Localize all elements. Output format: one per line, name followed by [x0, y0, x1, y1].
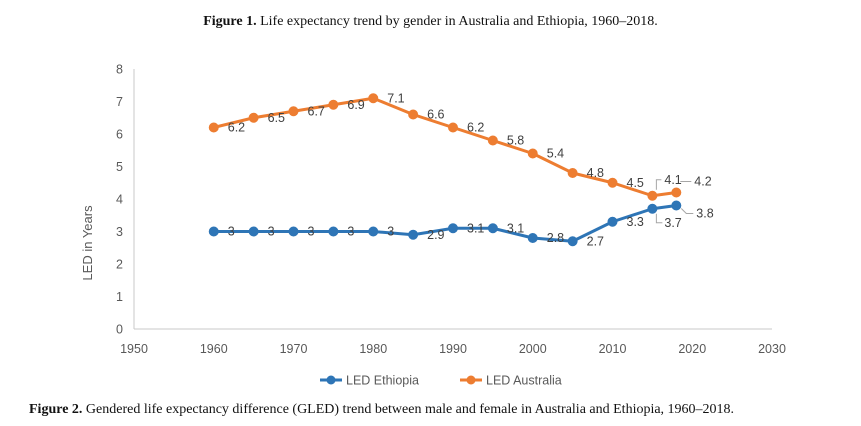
data-label: 6.9: [347, 98, 364, 112]
data-label: 6.5: [268, 111, 285, 125]
data-label: 7.1: [387, 91, 404, 105]
data-label: 4.1: [664, 173, 681, 187]
figure2-text: Gendered life expectancy difference (GLE…: [85, 402, 735, 417]
data-point-marker: [671, 187, 682, 198]
x-tick-label: 1990: [439, 342, 467, 356]
x-tick-label: 1980: [359, 342, 387, 356]
y-tick-label: 6: [116, 128, 123, 142]
data-label: 2.8: [547, 231, 564, 245]
figure1-text: Life expectancy trend by gender in Austr…: [260, 14, 658, 29]
data-point-marker: [607, 216, 618, 227]
x-tick-label: 2000: [519, 342, 547, 356]
data-label: 3: [347, 225, 354, 239]
data-label: 3.8: [696, 207, 713, 221]
y-tick-label: 2: [116, 258, 123, 272]
data-point-marker: [487, 223, 498, 234]
y-tick-label: 3: [116, 225, 123, 239]
data-label: 3.1: [467, 221, 484, 235]
data-label: 5.4: [547, 147, 564, 161]
data-label: 3: [228, 225, 235, 239]
data-point-marker: [607, 177, 618, 188]
data-label: 3: [308, 225, 315, 239]
data-point-marker: [288, 226, 299, 237]
data-point-marker: [248, 112, 259, 123]
y-tick-label: 8: [116, 63, 123, 77]
series-line: [212, 204, 678, 243]
y-axis-title: LED in Years: [80, 205, 95, 281]
data-label: 4.8: [587, 166, 604, 180]
series-1: 6.2 6.5 6.7 6.9 7.1 6.6 6.2 5.8 5.4 4.8 4.5 4.1 4.2: [208, 91, 712, 201]
data-point-marker: [368, 93, 379, 104]
figure1-caption: Figure 1. Life expectancy trend by gende…: [0, 14, 861, 30]
legend-label: LED Australia: [486, 374, 562, 388]
y-tick-label: 7: [116, 95, 123, 109]
data-point-marker: [647, 203, 658, 214]
y-tick-label: 1: [116, 290, 123, 304]
data-point-marker: [647, 190, 658, 201]
data-point-marker: [368, 226, 379, 237]
data-point-marker: [448, 122, 458, 133]
data-point-marker: [448, 223, 458, 234]
data-point-marker: [567, 236, 578, 247]
data-point-marker: [208, 226, 219, 237]
data-label: 3.3: [627, 215, 644, 229]
data-label: 6.7: [308, 104, 325, 118]
data-label-leader-line: [655, 213, 663, 224]
data-label: 3: [268, 225, 275, 239]
data-point-marker: [527, 233, 538, 243]
legend: LED Ethiopia LED Australia: [320, 374, 562, 388]
legend-marker-swatch: [466, 375, 476, 385]
data-point-marker: [208, 122, 219, 133]
data-label: 6.2: [228, 121, 245, 135]
data-label: 2.9: [427, 228, 444, 242]
x-tick-label: 1970: [280, 342, 308, 356]
x-tick-label: 2030: [758, 342, 786, 356]
data-point-marker: [487, 135, 498, 146]
data-label: 5.8: [507, 134, 524, 148]
series-0: 3 3 3 3 3 2.9 3.1 3.1 2.8 2.7 3.3 3.7 3.8: [208, 200, 714, 248]
data-label-leader-line: [655, 179, 662, 190]
data-label: 4.5: [627, 176, 644, 190]
data-point-marker: [328, 99, 339, 110]
data-point-marker: [408, 109, 419, 120]
data-label: 3.7: [664, 216, 681, 230]
legend-label: LED Ethiopia: [346, 374, 419, 388]
legend-marker-swatch: [326, 375, 336, 385]
data-point-marker: [671, 200, 682, 211]
data-point-marker: [408, 229, 419, 240]
y-tick-label: 0: [116, 323, 123, 337]
x-tick-label: 2010: [599, 342, 627, 356]
x-tick-label: 1950: [120, 342, 148, 356]
y-tick-label: 5: [116, 160, 123, 174]
x-tick-label: 2020: [678, 342, 706, 356]
data-point-marker: [527, 148, 538, 159]
data-label: 4.2: [694, 175, 711, 189]
data-point-marker: [288, 106, 299, 117]
figure1-label: Figure 1.: [203, 14, 257, 29]
data-point-marker: [328, 226, 339, 237]
data-label: 3.1: [507, 221, 524, 235]
data-label: 2.7: [587, 234, 604, 248]
data-point-marker: [567, 168, 578, 178]
data-point-marker: [248, 226, 259, 237]
data-label: 6.6: [427, 108, 444, 122]
data-label-leader-line: [680, 208, 694, 214]
y-tick-label: 4: [116, 193, 123, 207]
figure2-caption: Figure 2. Gendered life expectancy diffe…: [29, 402, 734, 418]
figure2-label: Figure 2.: [29, 402, 83, 417]
x-tick-label: 1960: [200, 342, 228, 356]
data-label: 3: [387, 225, 394, 239]
data-label: 6.2: [467, 121, 484, 135]
